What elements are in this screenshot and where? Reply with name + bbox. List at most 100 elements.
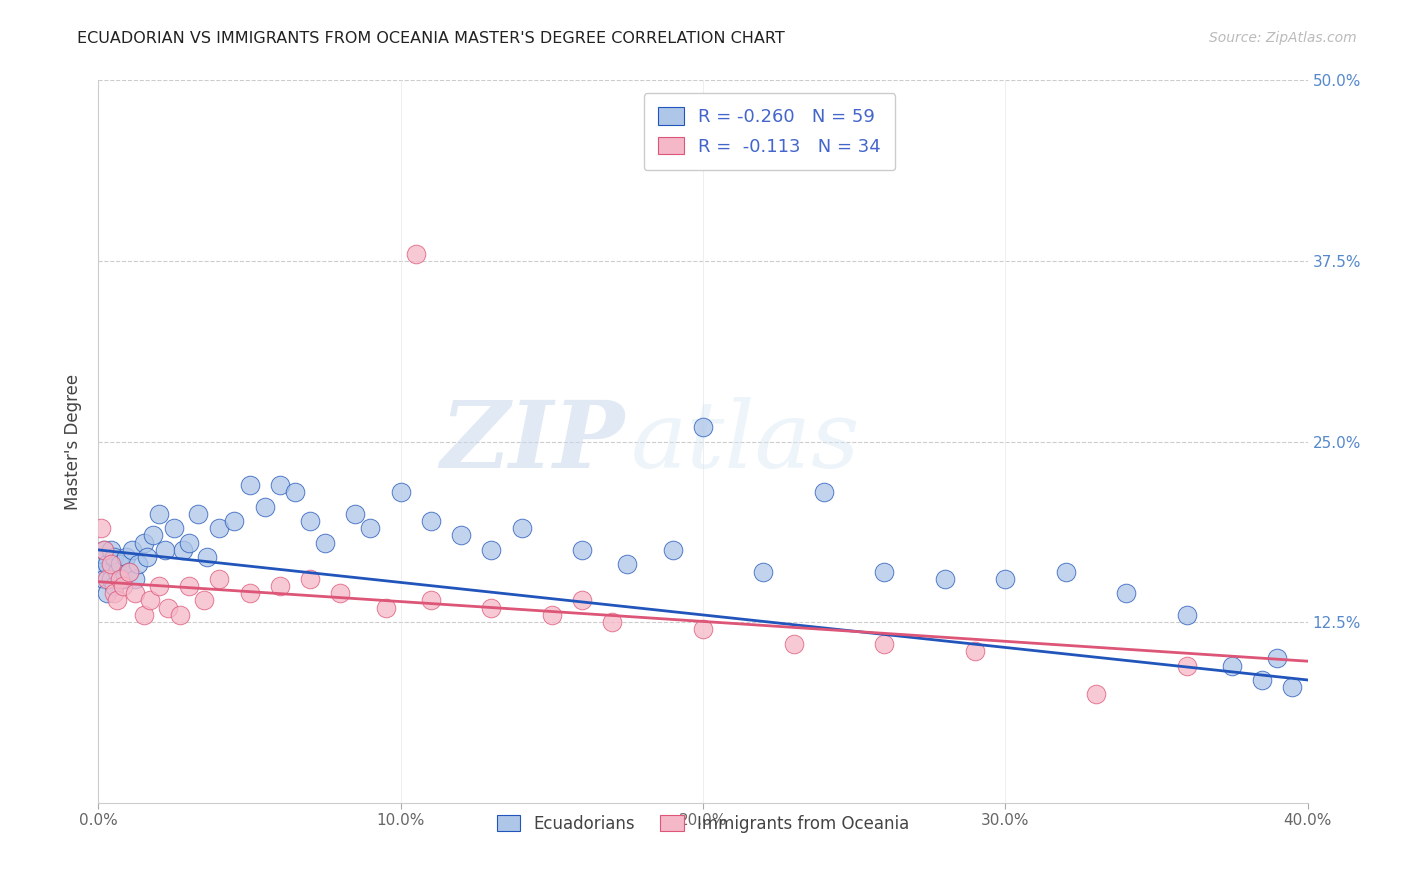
Text: Source: ZipAtlas.com: Source: ZipAtlas.com <box>1209 31 1357 45</box>
Point <box>813 485 835 500</box>
Point <box>93 542 115 557</box>
Point <box>405 246 427 260</box>
Point <box>269 478 291 492</box>
Text: atlas: atlas <box>630 397 860 486</box>
Point <box>314 535 336 549</box>
Point <box>195 550 218 565</box>
Point <box>374 600 396 615</box>
Point <box>329 586 352 600</box>
Point <box>873 565 896 579</box>
Point <box>111 572 134 586</box>
Point <box>93 542 115 557</box>
Point <box>93 572 115 586</box>
Point <box>179 579 201 593</box>
Y-axis label: Master's Degree: Master's Degree <box>65 374 83 509</box>
Text: ZIP: ZIP <box>440 397 624 486</box>
Point <box>692 420 714 434</box>
Point <box>299 572 322 586</box>
Point <box>108 572 131 586</box>
Point <box>124 586 146 600</box>
Point <box>752 565 775 579</box>
Point <box>96 586 118 600</box>
Point <box>253 500 276 514</box>
Point <box>994 572 1017 586</box>
Point <box>420 593 443 607</box>
Point <box>90 550 112 565</box>
Point <box>172 542 194 557</box>
Point <box>153 542 176 557</box>
Point <box>163 521 186 535</box>
Point <box>299 514 322 528</box>
Point <box>148 579 170 593</box>
Point <box>169 607 191 622</box>
Point <box>105 593 128 607</box>
Point <box>965 644 987 658</box>
Point <box>208 521 231 535</box>
Point <box>481 542 503 557</box>
Point <box>1085 687 1108 701</box>
Point <box>239 586 262 600</box>
Point <box>1281 680 1303 694</box>
Point <box>284 485 307 500</box>
Point <box>135 550 157 565</box>
Point <box>420 514 443 528</box>
Point <box>114 550 136 565</box>
Point <box>1267 651 1289 665</box>
Point <box>616 558 638 572</box>
Point <box>105 565 128 579</box>
Text: ECUADORIAN VS IMMIGRANTS FROM OCEANIA MASTER'S DEGREE CORRELATION CHART: ECUADORIAN VS IMMIGRANTS FROM OCEANIA MA… <box>77 31 785 46</box>
Point <box>179 535 201 549</box>
Point <box>139 593 162 607</box>
Point <box>481 600 503 615</box>
Point <box>692 623 714 637</box>
Point <box>193 593 215 607</box>
Point <box>510 521 533 535</box>
Point <box>118 565 141 579</box>
Point <box>132 535 155 549</box>
Point <box>1115 586 1137 600</box>
Point <box>873 637 896 651</box>
Point <box>187 507 209 521</box>
Point <box>1175 607 1198 622</box>
Point <box>90 521 112 535</box>
Point <box>389 485 412 500</box>
Point <box>661 542 683 557</box>
Point <box>269 579 291 593</box>
Point <box>100 558 122 572</box>
Point <box>103 550 125 565</box>
Point <box>208 572 231 586</box>
Point <box>1220 658 1243 673</box>
Point <box>103 586 125 600</box>
Point <box>124 572 146 586</box>
Point <box>142 528 165 542</box>
Point <box>148 507 170 521</box>
Point <box>118 565 141 579</box>
Point <box>100 572 122 586</box>
Point <box>1175 658 1198 673</box>
Point <box>96 572 118 586</box>
Point <box>239 478 262 492</box>
Point <box>571 593 593 607</box>
Point <box>602 615 624 630</box>
Point <box>540 607 562 622</box>
Point <box>783 637 806 651</box>
Point <box>111 579 134 593</box>
Point <box>121 542 143 557</box>
Point <box>156 600 179 615</box>
Point <box>344 507 367 521</box>
Point <box>100 542 122 557</box>
Point <box>90 565 112 579</box>
Point <box>360 521 382 535</box>
Point <box>1054 565 1077 579</box>
Point <box>571 542 593 557</box>
Point <box>224 514 246 528</box>
Point <box>450 528 472 542</box>
Legend: Ecuadorians, Immigrants from Oceania: Ecuadorians, Immigrants from Oceania <box>488 806 918 841</box>
Point <box>103 579 125 593</box>
Point <box>96 558 118 572</box>
Point <box>132 607 155 622</box>
Point <box>127 558 149 572</box>
Point <box>934 572 956 586</box>
Point <box>1251 673 1274 687</box>
Point <box>108 558 131 572</box>
